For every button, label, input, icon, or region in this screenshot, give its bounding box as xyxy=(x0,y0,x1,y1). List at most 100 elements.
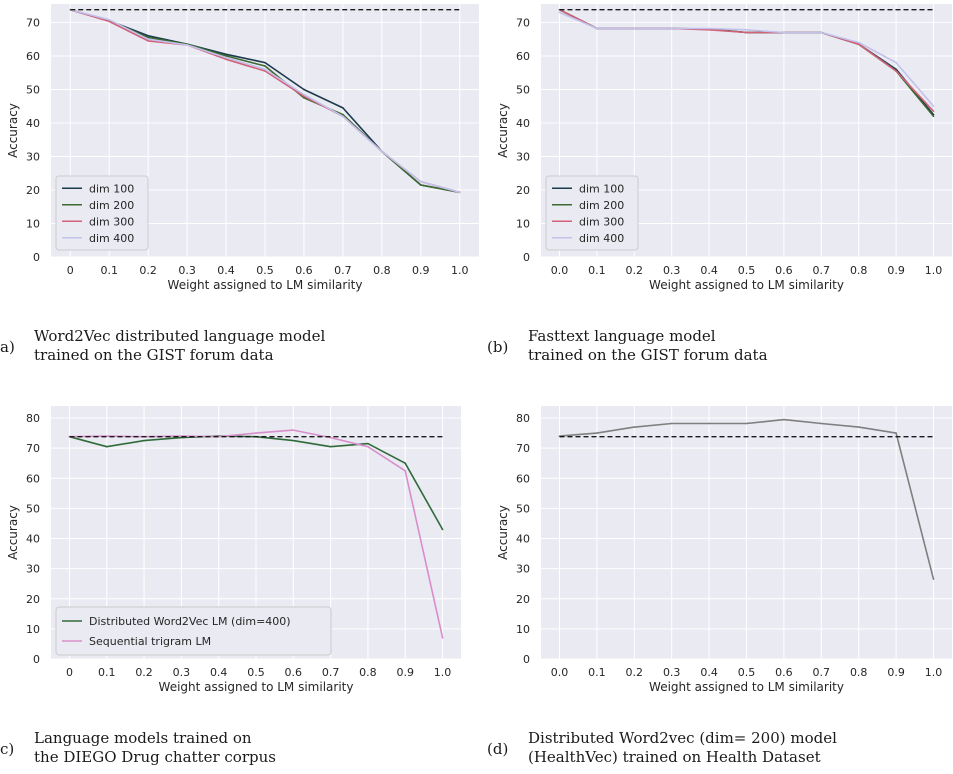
ytick-label-c-8: 80 xyxy=(26,412,40,425)
ytick-label-c-2: 20 xyxy=(26,593,40,606)
data-point-a-0-4 xyxy=(225,53,227,56)
data-point-a-3-8 xyxy=(381,150,383,153)
data-point-a-2-5 xyxy=(264,70,266,72)
data-point-a-1-4 xyxy=(225,55,227,57)
data-point-a-3-6 xyxy=(303,93,305,96)
xtick-label-d-4: 0.4 xyxy=(700,666,718,679)
xtick-label-b-7: 0.7 xyxy=(813,264,831,277)
data-point-a-0-6 xyxy=(303,88,305,91)
ytick-label-b-4: 40 xyxy=(516,117,530,130)
data-point-b-3-2 xyxy=(633,27,636,30)
xtick-label-c-4: 0.4 xyxy=(210,666,228,679)
legend-label-b-3: dim 400 xyxy=(579,232,624,245)
data-point-d-0-6 xyxy=(783,418,785,421)
data-point-b-3-10 xyxy=(932,105,935,108)
legend-a: dim 100 dim 200 dim 300 dim 400 xyxy=(55,175,149,251)
legend-label-b-0: dim 100 xyxy=(579,182,624,195)
data-point-c-0-8 xyxy=(367,442,369,445)
data-point-c-1-8 xyxy=(367,445,369,448)
x-axis-label-d: Weight assigned to LM similarity xyxy=(649,680,844,694)
y-axis-label-a: Accuracy xyxy=(6,103,20,158)
xtick-label-c-7: 0.7 xyxy=(322,666,340,679)
ytick-label-b-3: 30 xyxy=(516,150,530,163)
x-axis-label-c: Weight assigned to LM similarity xyxy=(159,680,354,694)
x-axis-label-a: Weight assigned to LM similarity xyxy=(168,278,363,292)
data-point-b-3-3 xyxy=(670,27,673,30)
data-point-d-0-1 xyxy=(596,432,598,434)
data-layer-b xyxy=(558,8,935,118)
y-axis-label-d: Accuracy xyxy=(496,505,510,560)
xtick-label-b-9: 0.9 xyxy=(887,264,905,277)
ytick-label-c-0: 0 xyxy=(33,653,40,666)
data-point-c-1-6 xyxy=(292,429,295,431)
data-point-c-0-2 xyxy=(143,439,145,442)
ytick-label-b-6: 60 xyxy=(516,50,530,63)
caption-label-b: (b) xyxy=(487,338,509,356)
xtick-label-a-3: 0.3 xyxy=(178,264,196,277)
xtick-label-c-9: 0.9 xyxy=(396,666,414,679)
xtick-label-c-1: 0.1 xyxy=(98,666,116,679)
data-layer-d xyxy=(558,418,935,580)
caption-d-line-2: (HealthVec) trained on Health Dataset xyxy=(528,748,821,766)
ytick-label-a-5: 50 xyxy=(26,83,40,96)
xtick-label-b-5: 0.5 xyxy=(738,264,756,277)
data-point-b-3-4 xyxy=(708,27,710,30)
data-point-b-2-8 xyxy=(857,43,860,46)
data-point-b-3-8 xyxy=(857,41,860,44)
xtick-label-d-0: 0.0 xyxy=(551,666,569,679)
ytick-label-a-0: 0 xyxy=(33,251,40,264)
ytick-label-a-4: 40 xyxy=(26,117,40,130)
data-point-b-3-1 xyxy=(596,27,598,30)
ytick-label-c-4: 40 xyxy=(26,533,40,546)
ytick-label-c-5: 50 xyxy=(26,502,40,515)
ytick-label-d-1: 10 xyxy=(516,623,530,636)
data-point-d-0-4 xyxy=(708,422,710,425)
data-point-a-1-2 xyxy=(147,36,149,39)
xtick-label-c-10: 1.0 xyxy=(434,666,452,679)
legend-c: Distributed Word2Vec LM (dim=400) Sequent… xyxy=(55,606,332,656)
data-point-c-0-10 xyxy=(441,528,444,531)
xtick-label-a-0: 0 xyxy=(67,264,74,277)
ytick-label-a-1: 10 xyxy=(26,217,40,230)
caption-c-line-1: Language models trained on xyxy=(34,729,252,747)
data-point-a-3-7 xyxy=(342,115,344,118)
data-point-b-2-4 xyxy=(708,29,710,31)
legend-label-b-1: dim 200 xyxy=(579,199,624,212)
data-point-b-3-0 xyxy=(558,11,561,14)
xtick-label-c-3: 0.3 xyxy=(173,666,191,679)
data-point-c-0-7 xyxy=(329,445,332,448)
ytick-label-b-1: 10 xyxy=(516,217,530,230)
xtick-label-d-3: 0.3 xyxy=(663,666,681,679)
caption-a-line-1: Word2Vec distributed language model xyxy=(34,327,326,345)
xtick-label-d-6: 0.6 xyxy=(775,666,793,679)
xtick-label-b-3: 0.3 xyxy=(663,264,681,277)
panel-c: 0 10 20 30 40 50 60 70 80 0 0.1 0.2 0.3 0.4 0.5 0.6 0.7 0… xyxy=(6,406,461,694)
caption-b-line-1: Fasttext language model xyxy=(528,327,716,345)
xtick-label-c-5: 0.5 xyxy=(247,666,265,679)
data-point-c-0-9 xyxy=(404,462,407,465)
ytick-label-d-6: 60 xyxy=(516,472,530,485)
data-point-a-1-5 xyxy=(264,65,266,67)
caption-c-line-2: the DIEGO Drug chatter corpus xyxy=(34,748,276,766)
data-point-a-1-9 xyxy=(419,184,422,186)
xtick-label-a-7: 0.7 xyxy=(334,264,352,277)
data-point-c-1-10 xyxy=(441,637,444,639)
ytick-label-b-7: 70 xyxy=(516,16,530,29)
xtick-label-a-2: 0.2 xyxy=(139,264,157,277)
legend-label-a-3: dim 400 xyxy=(89,232,134,245)
ytick-label-d-8: 80 xyxy=(516,412,530,425)
data-point-a-2-6 xyxy=(303,95,305,97)
xtick-label-c-2: 0.2 xyxy=(135,666,153,679)
data-point-d-0-7 xyxy=(820,422,823,425)
x-axis-label-b: Weight assigned to LM similarity xyxy=(649,278,844,292)
ytick-label-d-5: 50 xyxy=(516,502,530,515)
xtick-label-a-9: 0.9 xyxy=(412,264,430,277)
ytick-label-a-7: 70 xyxy=(26,16,40,29)
data-point-c-0-6 xyxy=(292,439,295,442)
legend-label-a-1: dim 200 xyxy=(89,199,134,212)
xtick-label-a-5: 0.5 xyxy=(256,264,274,277)
xtick-label-d-5: 0.5 xyxy=(738,666,756,679)
panel-d: 0 10 20 30 40 50 60 70 80 0.0 0.1 0.2 0.3 0.4 0.5 0.6 0.… xyxy=(496,406,952,694)
data-point-a-1-7 xyxy=(342,113,344,116)
